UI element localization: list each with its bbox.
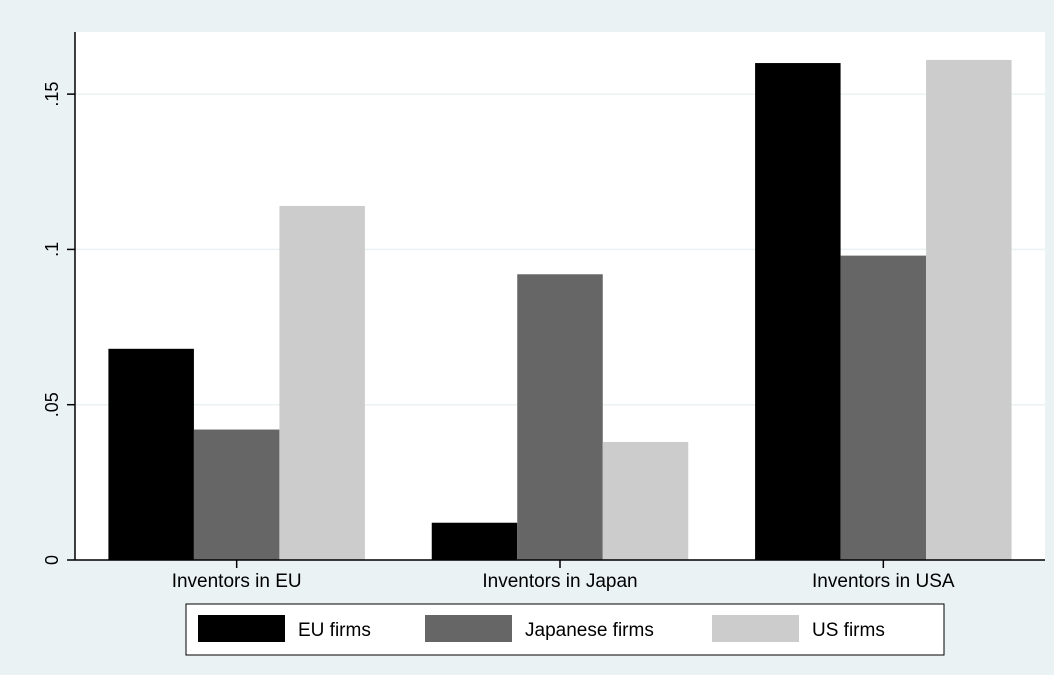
- legend-swatch: [425, 615, 512, 642]
- bar: [108, 348, 194, 560]
- legend-box: [185, 603, 945, 656]
- category-label: Inventors in USA: [812, 571, 955, 592]
- bar: [517, 274, 603, 560]
- bar: [840, 255, 927, 560]
- bar: [602, 441, 689, 560]
- bar: [279, 205, 365, 560]
- category-labels: Inventors in EU Inventors in Japan Invento…: [172, 560, 955, 592]
- legend-label: US firms: [812, 620, 885, 641]
- y-tick-label: 0: [42, 555, 62, 565]
- category-label: Inventors in Japan: [482, 571, 637, 592]
- legend-label: EU firms: [298, 620, 371, 641]
- bars: [108, 59, 1012, 560]
- bar: [193, 429, 280, 560]
- y-tick-label: .05: [42, 392, 62, 417]
- category-label: Inventors in EU: [172, 571, 302, 592]
- legend: EU firms Japanese firms US firms: [185, 603, 945, 656]
- y-tick-label: .1: [42, 242, 62, 257]
- bar: [431, 522, 518, 560]
- legend-swatch: [198, 615, 285, 642]
- bar: [755, 63, 841, 560]
- y-tick-label: .15: [42, 82, 62, 107]
- legend-swatch: [712, 615, 799, 642]
- legend-label: Japanese firms: [525, 620, 654, 641]
- y-ticks: 0 .05 .1 .15: [42, 82, 75, 565]
- bar: [926, 59, 1012, 560]
